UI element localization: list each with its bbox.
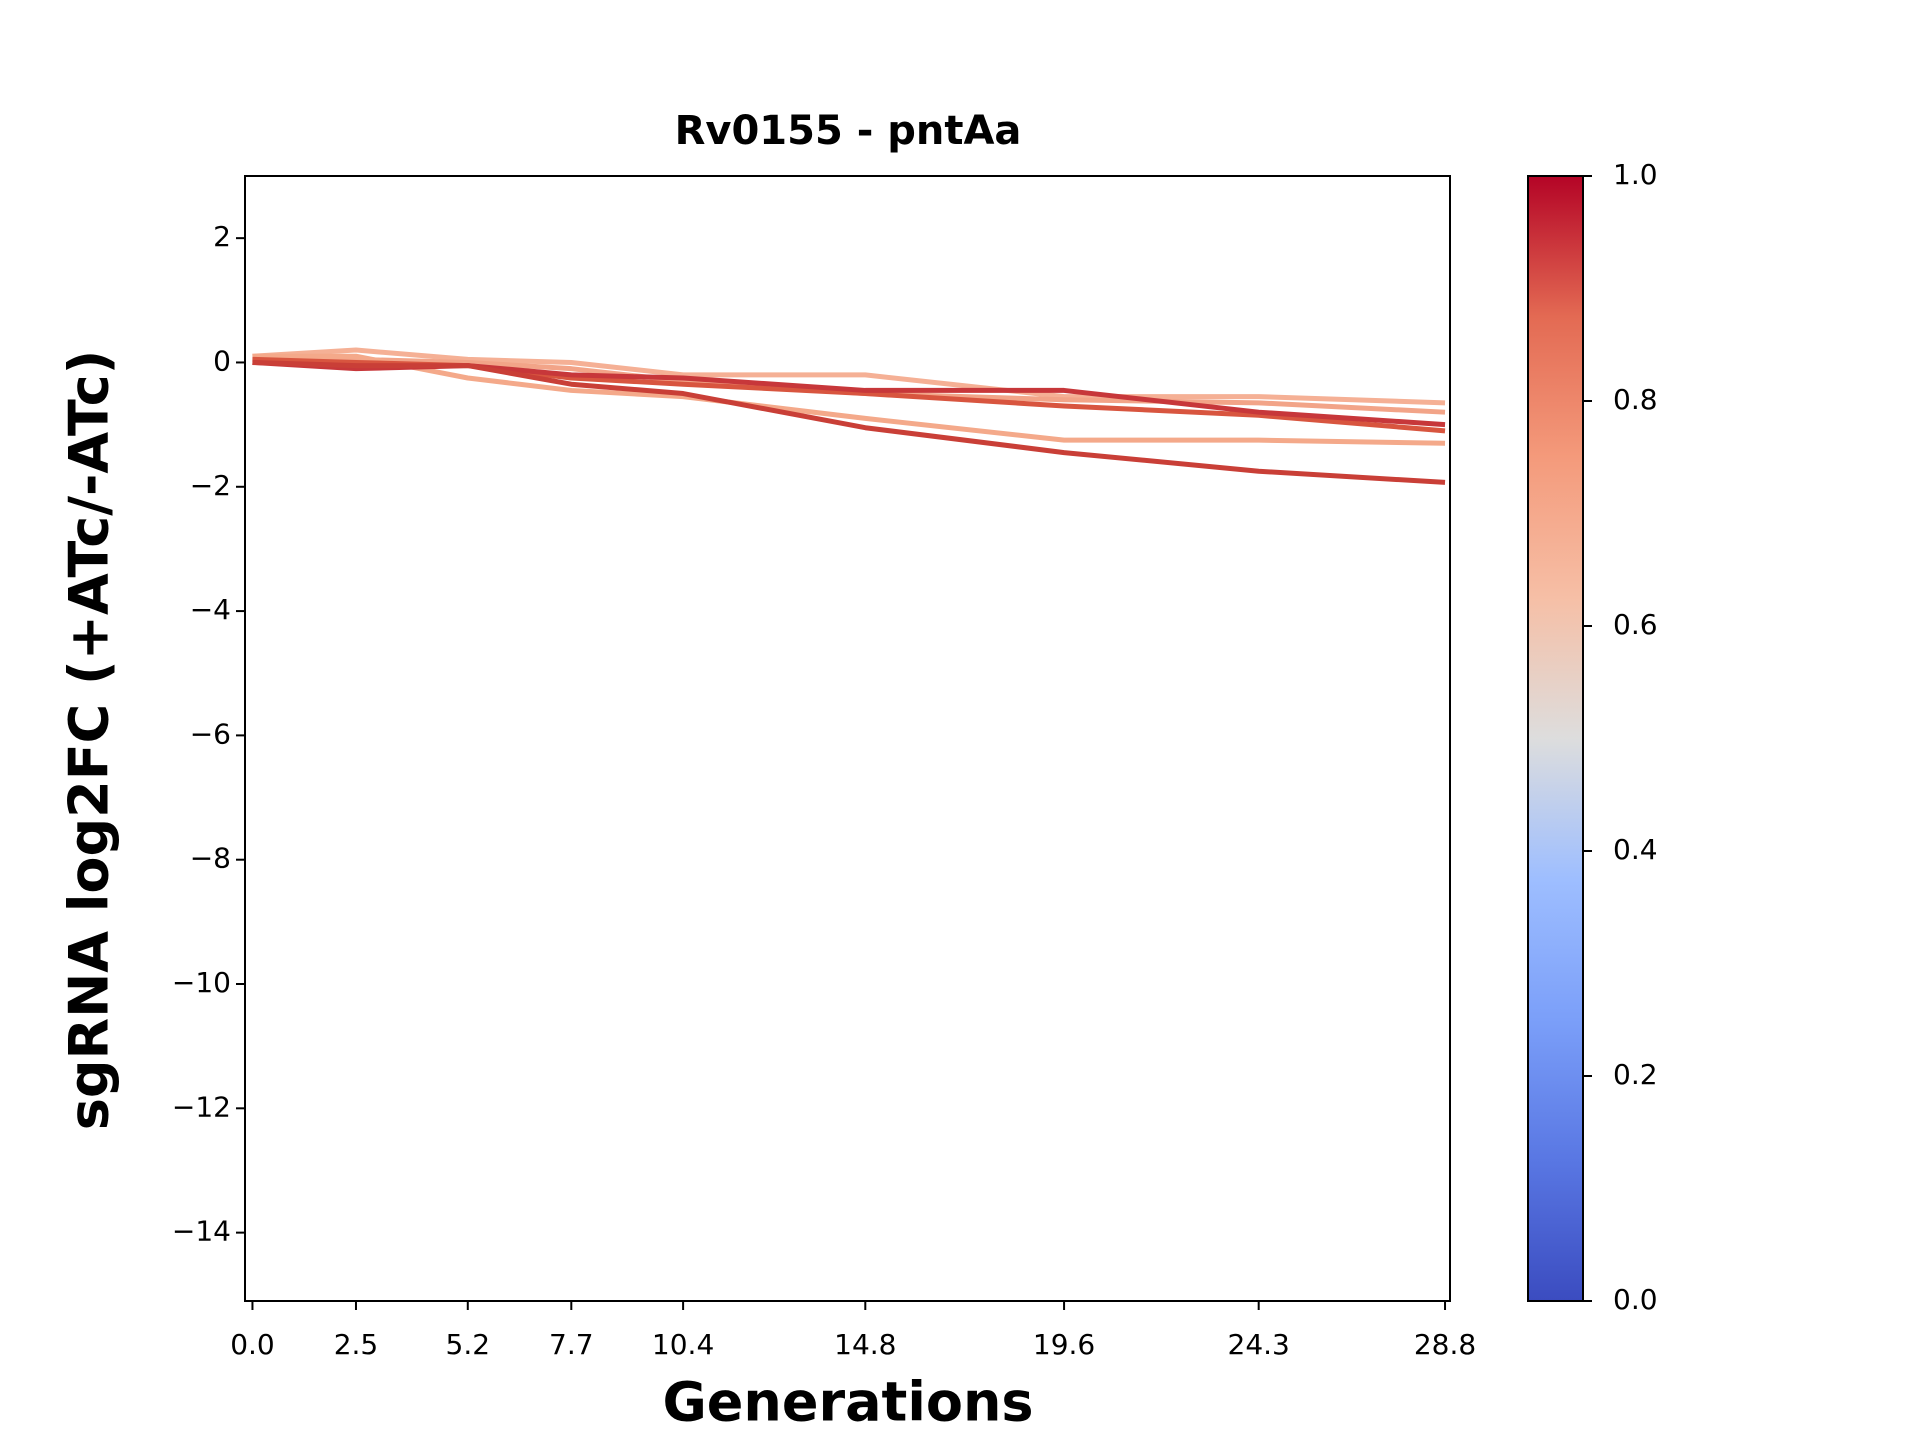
x-tick-label: 2.5 [334, 1328, 379, 1361]
colorbar-tick-label: 0.6 [1613, 608, 1658, 641]
data-line [252, 356, 1446, 415]
y-tick-label: 2 [213, 220, 231, 253]
data-line [252, 359, 1446, 485]
x-tick-label: 10.4 [652, 1328, 714, 1361]
colorbar-tick-label: 0.0 [1613, 1283, 1658, 1316]
y-tick-label: −4 [190, 593, 231, 626]
colorbar-tick-label: 1.0 [1613, 158, 1658, 191]
x-tick-label: 19.6 [1033, 1328, 1095, 1361]
y-tick-label: 0 [213, 344, 231, 377]
x-tick-label: 0.0 [230, 1328, 275, 1361]
y-tick-label: −6 [190, 717, 231, 750]
y-tick-label: −8 [190, 842, 231, 875]
x-tick-label: 28.8 [1414, 1328, 1476, 1361]
data-line [252, 353, 1446, 446]
y-axis-label: sgRNA log2FC (+ATc/-ATc) [58, 350, 121, 1131]
x-axis-label: Generations [662, 1371, 1033, 1434]
x-tick-label: 24.3 [1228, 1328, 1290, 1361]
y-tick-label: −10 [172, 966, 231, 999]
y-tick-label: −14 [172, 1215, 231, 1248]
x-tick-label: 14.8 [834, 1328, 896, 1361]
x-tick-label: 7.7 [549, 1328, 594, 1361]
data-line [252, 347, 1446, 406]
plot-frame [244, 175, 1451, 1302]
x-tick-label: 5.2 [446, 1328, 491, 1361]
colorbar-tick-label: 0.8 [1613, 383, 1658, 416]
colorbar-tick-label: 0.2 [1613, 1058, 1658, 1091]
colorbar [1527, 175, 1584, 1302]
y-tick-label: −12 [172, 1090, 231, 1123]
colorbar-tick-label: 0.4 [1613, 833, 1658, 866]
chart-title: Rv0155 - pntAa [675, 108, 1022, 154]
y-tick-label: −2 [190, 469, 231, 502]
